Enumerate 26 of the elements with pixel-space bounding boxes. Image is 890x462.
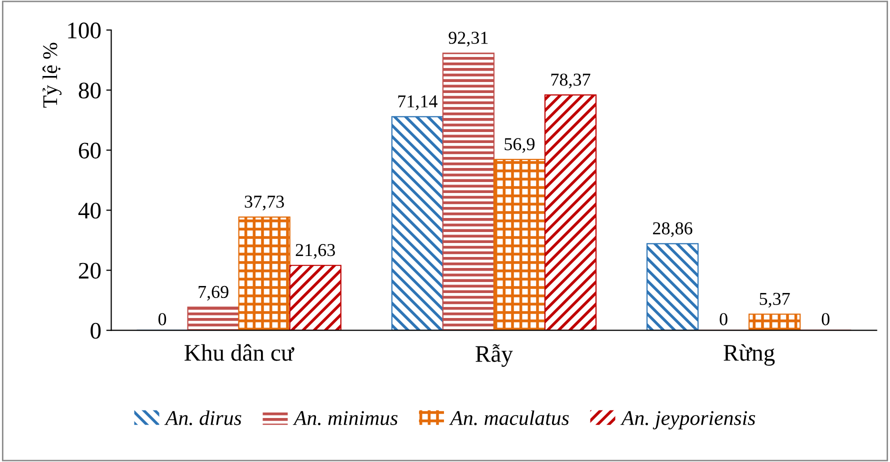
y-tick-label: 60	[78, 142, 101, 159]
data-label: 0	[822, 313, 830, 326]
data-label: 7,69	[198, 286, 228, 301]
data-label: 71,14	[398, 95, 438, 110]
data-label: 37,73	[244, 196, 284, 210]
x-tick-label: Rẫy	[476, 344, 513, 367]
data-label: 78,37	[551, 74, 590, 88]
data-label: 21,63	[296, 244, 335, 259]
legend-label: An. jeyporiensis	[620, 411, 756, 430]
data-label: 0	[158, 313, 166, 326]
y-tick-label: 20	[78, 262, 101, 279]
data-label: 5,37	[760, 292, 790, 308]
x-tick-label: Rừng	[724, 344, 775, 366]
legend-label: An. maculatus	[449, 410, 569, 426]
data-label: 0	[720, 313, 728, 326]
y-tick-label: 80	[78, 82, 101, 99]
y-tick-label: 100	[68, 22, 101, 38]
y-axis-title: Tỷ lệ %	[42, 42, 62, 108]
data-label: 92,31	[448, 32, 488, 46]
data-label: 56,9	[504, 138, 535, 153]
x-tick-label: Khu dân cư	[184, 344, 294, 361]
legend-label: An. minimus	[292, 411, 398, 426]
legend-label: An. dirus	[164, 410, 242, 426]
y-tick-label: 40	[78, 202, 101, 219]
y-tick-label: 0	[90, 322, 101, 339]
data-label: 28,86	[653, 222, 692, 238]
